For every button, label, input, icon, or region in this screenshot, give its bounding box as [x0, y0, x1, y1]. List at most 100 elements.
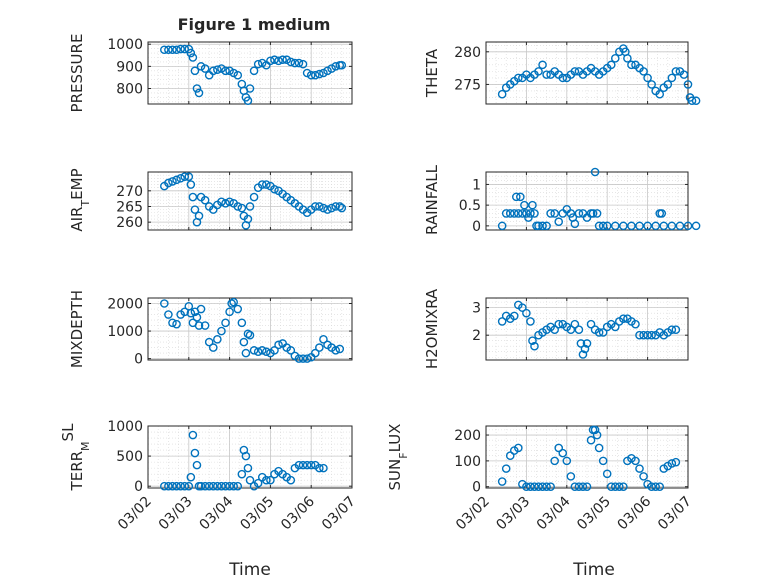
y-tick-label: 270 — [116, 184, 143, 200]
y-tick-label: 900 — [116, 59, 143, 75]
ylabel-theta: THETA — [423, 48, 441, 98]
data-point — [526, 209, 535, 218]
data-point — [635, 330, 644, 340]
data-point — [538, 60, 547, 70]
data-point — [253, 347, 263, 357]
data-point — [671, 325, 681, 334]
data-point — [253, 59, 263, 69]
data-point — [631, 456, 640, 466]
data-point — [298, 354, 308, 363]
data-point — [233, 481, 243, 491]
data-point — [335, 202, 345, 211]
data-point — [683, 80, 693, 89]
data-point — [647, 330, 656, 340]
data-point — [310, 202, 320, 211]
data-point — [176, 481, 185, 491]
xlabel-right: Time — [572, 560, 615, 580]
data-point — [639, 330, 648, 340]
y-tick-label: 275 — [454, 77, 481, 93]
data-point — [319, 203, 328, 213]
data-point — [570, 319, 580, 329]
data-point — [518, 303, 527, 312]
data-point — [237, 469, 247, 479]
x-tick-label: 03/04 — [197, 493, 237, 533]
data-point — [497, 221, 507, 231]
data-point — [243, 329, 253, 339]
data-point — [306, 460, 316, 470]
data-point — [196, 481, 206, 491]
data-point — [302, 460, 312, 470]
data-point — [619, 221, 628, 231]
data-point — [667, 325, 677, 334]
data-point — [639, 472, 648, 481]
data-point — [598, 456, 608, 466]
data-point — [176, 173, 185, 183]
x-tick-label: 03/05 — [237, 494, 277, 534]
data-point — [586, 435, 596, 445]
y-tick-label: 1000 — [107, 419, 143, 435]
data-point — [168, 481, 177, 491]
data-point — [574, 209, 584, 218]
data-point — [186, 472, 196, 482]
data-point — [610, 54, 620, 63]
data-point — [160, 45, 169, 55]
data-point — [243, 96, 253, 105]
x-tick-label: 03/05 — [574, 494, 614, 534]
xlabel-left: Time — [228, 560, 271, 580]
data-point — [164, 481, 173, 491]
data-point — [249, 66, 259, 76]
data-point — [213, 65, 222, 74]
data-point — [245, 84, 255, 93]
data-point — [286, 57, 296, 67]
data-point — [298, 460, 308, 470]
data-point — [257, 180, 267, 189]
y-tick-label: 500 — [116, 449, 143, 465]
data-point — [306, 70, 316, 80]
data-point — [528, 200, 537, 210]
data-point — [164, 178, 173, 188]
data-point — [623, 54, 632, 63]
data-point — [200, 195, 210, 205]
data-point — [186, 48, 196, 58]
data-point — [655, 89, 665, 99]
data-point — [522, 209, 531, 218]
x-tick-label: 03/07 — [655, 494, 695, 534]
subplot-theta: 275 280 — [454, 41, 701, 106]
data-point — [221, 199, 230, 208]
data-point — [619, 314, 628, 323]
data-point — [270, 55, 279, 65]
data-point — [550, 456, 559, 466]
data-point — [610, 221, 620, 231]
data-point — [631, 319, 640, 329]
data-point — [578, 350, 588, 359]
data-point — [257, 346, 267, 355]
data-point — [586, 319, 596, 329]
y-tick-label: 1000 — [107, 37, 143, 53]
data-point — [180, 44, 190, 54]
data-point — [566, 209, 576, 218]
data-point — [233, 202, 243, 211]
data-point — [643, 73, 652, 83]
data-point — [663, 80, 673, 89]
data-point — [566, 472, 576, 481]
data-point — [327, 64, 336, 73]
y-tick-label: 0 — [472, 480, 481, 496]
data-point — [315, 343, 324, 352]
x-tick-label: 03/03 — [493, 494, 533, 534]
data-point — [516, 192, 525, 202]
data-point — [274, 340, 283, 350]
x-tick-label: 03/06 — [278, 493, 318, 533]
data-point — [509, 209, 519, 218]
axes-box — [147, 171, 353, 231]
data-point — [592, 430, 602, 440]
data-point — [270, 184, 279, 194]
x-tick-label: 03/02 — [453, 494, 493, 534]
data-point — [331, 346, 340, 355]
data-point — [225, 197, 234, 207]
data-point — [310, 70, 320, 80]
data-point — [194, 88, 204, 98]
y-tick-label: 2 — [472, 328, 481, 344]
y-tick-label: 800 — [116, 82, 143, 98]
data-point — [576, 339, 586, 348]
